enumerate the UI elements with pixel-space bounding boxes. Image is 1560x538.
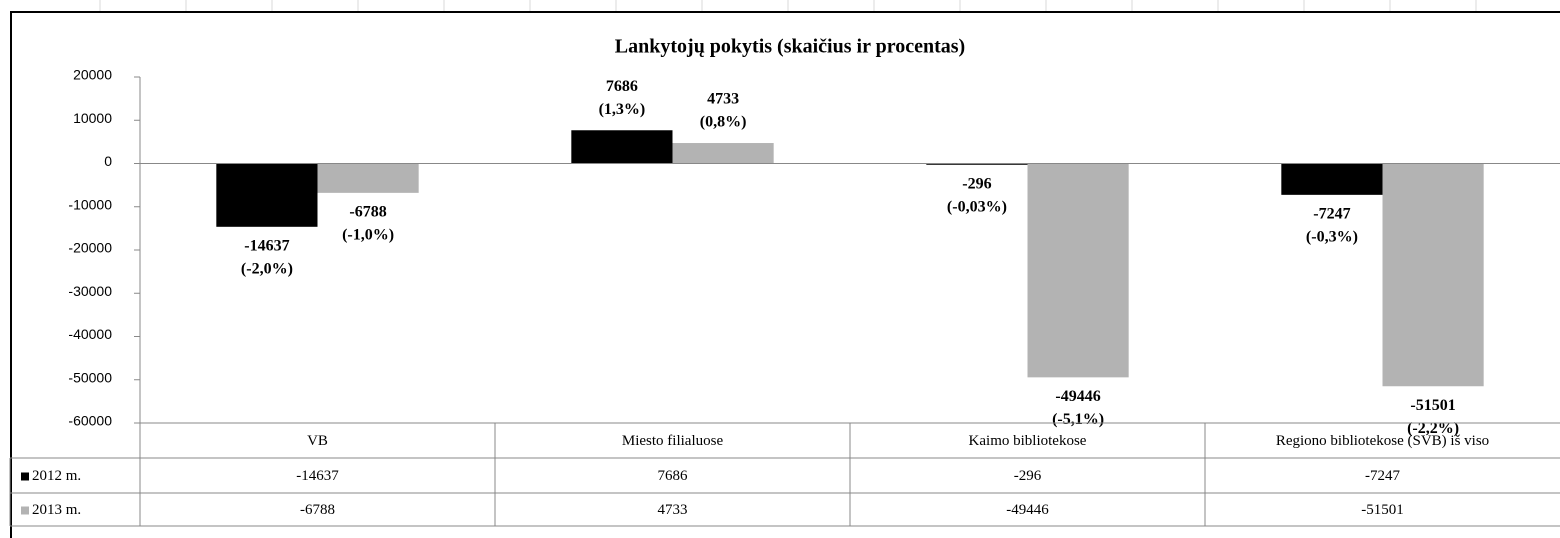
data-label: -51501 (1410, 397, 1455, 414)
legend-label: 2013 m. (32, 502, 81, 518)
bar (1281, 163, 1383, 195)
data-label-percent: (0,8%) (700, 114, 747, 131)
y-tick-label: -40000 (68, 326, 112, 342)
bar (1382, 163, 1484, 387)
data-label-percent: (-0,03%) (947, 198, 1007, 215)
table-value: -14637 (296, 468, 339, 484)
data-label-percent: (-1,0%) (342, 227, 394, 244)
bar (571, 130, 673, 164)
table-value: 4733 (658, 502, 688, 518)
table-value: -6788 (300, 502, 335, 518)
y-tick-label: -20000 (68, 240, 112, 256)
data-label-percent: (-0,3%) (1306, 229, 1358, 246)
table-value: -296 (1014, 468, 1042, 484)
bar (672, 143, 774, 164)
legend-key (21, 472, 29, 481)
data-label-percent: (-2,2%) (1407, 420, 1459, 437)
data-label-percent: (-2,0%) (241, 260, 293, 277)
chart-title: Lankytojų pokytis (skaičius ir procentas… (615, 36, 965, 58)
y-tick-label: -30000 (68, 283, 112, 299)
category-label: Miesto filialuose (622, 433, 724, 449)
bar (1027, 163, 1129, 378)
bar (926, 163, 1028, 165)
legend-label: 2012 m. (32, 468, 81, 484)
category-label: Regiono bibliotekose (SVB) iš viso (1276, 433, 1489, 449)
sheet-grid (99, 0, 1477, 11)
data-label: -49446 (1055, 388, 1100, 405)
y-tick-label: -10000 (68, 196, 112, 212)
table-value: -7247 (1365, 468, 1400, 484)
y-tick-label: 10000 (73, 110, 112, 126)
category-label: VB (307, 433, 328, 449)
data-label: -14637 (244, 237, 289, 254)
data-label: 4733 (707, 91, 739, 108)
data-label: -296 (962, 175, 991, 192)
y-tick-label: -50000 (68, 369, 112, 385)
bar (216, 163, 318, 227)
y-tick-label: 20000 (73, 67, 112, 83)
table-value: -49446 (1006, 502, 1049, 518)
y-tick-label: -60000 (68, 413, 112, 429)
table-value: 7686 (658, 468, 689, 484)
y-tick-label: 0 (104, 153, 112, 169)
data-label: -7247 (1313, 206, 1350, 223)
category-label: Kaimo bibliotekose (969, 433, 1087, 449)
data-label-percent: (1,3%) (599, 101, 646, 118)
data-label: 7686 (606, 78, 638, 95)
bar (317, 163, 419, 193)
table-value: -51501 (1361, 502, 1404, 518)
data-label: -6788 (349, 204, 386, 221)
legend-key (21, 506, 29, 515)
data-label-percent: (-5,1%) (1052, 411, 1104, 428)
